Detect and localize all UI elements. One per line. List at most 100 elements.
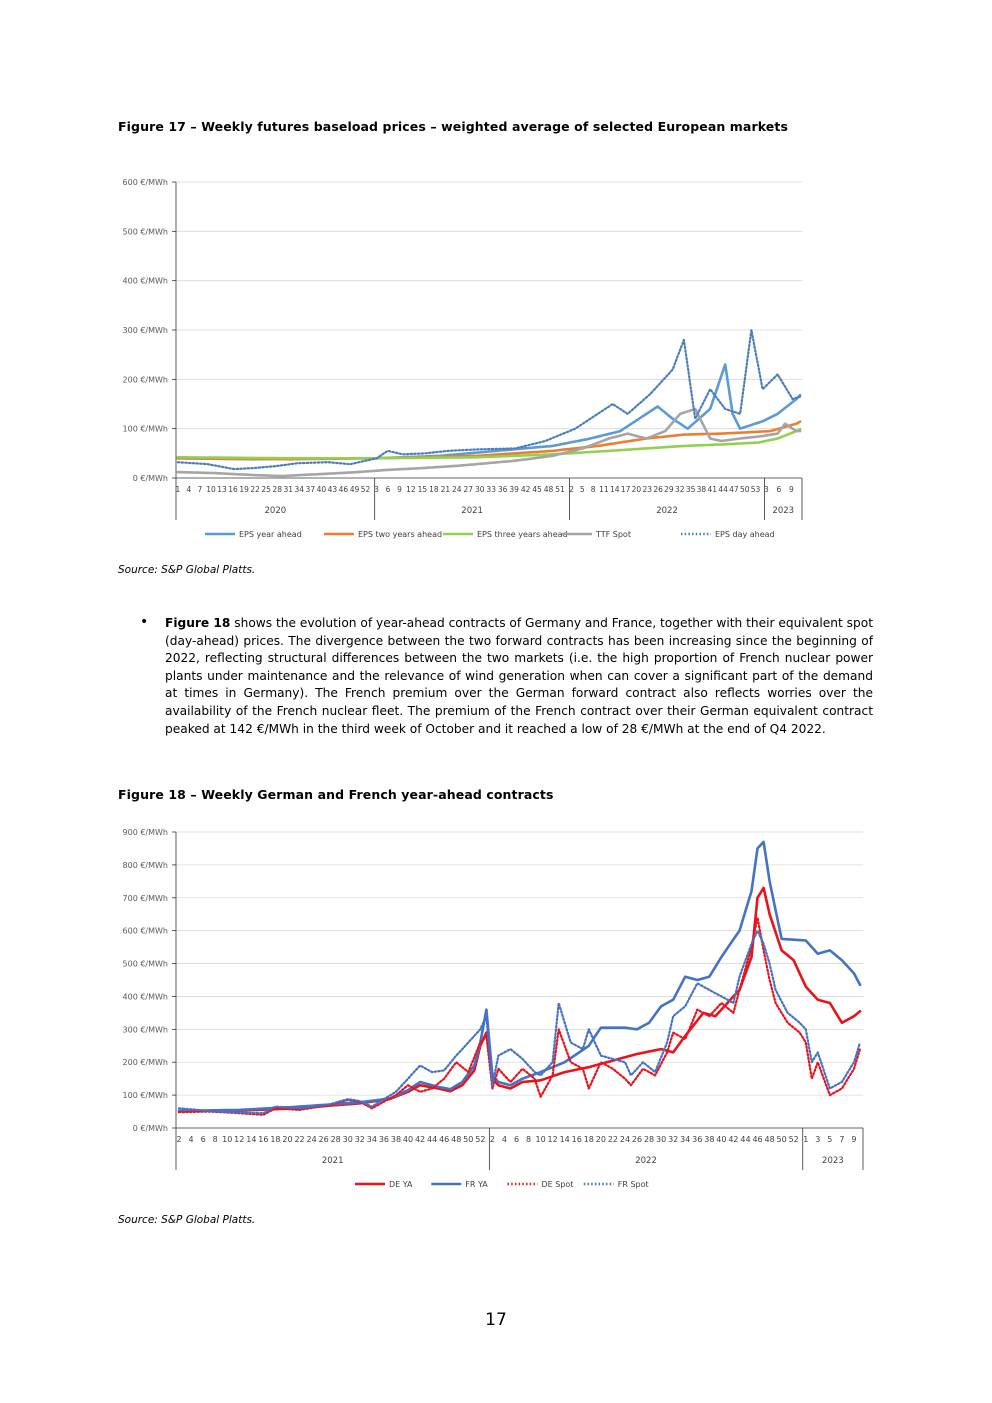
x-tick-label: 31	[283, 485, 293, 494]
x-tick-label: 33	[486, 485, 496, 494]
y-tick-label: 0 €/MWh	[133, 474, 168, 483]
paragraph-bold-lead: Figure 18	[165, 616, 231, 630]
x-tick-label: 40	[317, 485, 327, 494]
x-tick-label: 32	[668, 1135, 678, 1144]
x-tick-label: 48	[764, 1135, 774, 1144]
x-tick-label: 5	[580, 485, 585, 494]
x-tick-label: 2	[176, 1135, 181, 1144]
x-tick-label: 6	[201, 1135, 206, 1144]
x-tick-label: 16	[258, 1135, 268, 1144]
y-tick-label: 600 €/MWh	[123, 927, 168, 936]
series-line-de-spot	[177, 916, 862, 1116]
x-tick-label: 24	[620, 1135, 630, 1144]
x-tick-label: 48	[544, 485, 554, 494]
x-tick-label: 1	[175, 485, 180, 494]
x-tick-label: 41	[707, 485, 717, 494]
year-label: 2023	[772, 506, 794, 516]
legend-label: EPS two years ahead	[358, 530, 442, 539]
x-tick-label: 34	[295, 485, 305, 494]
x-tick-label: 3	[764, 485, 769, 494]
x-tick-label: 20	[632, 485, 642, 494]
x-tick-label: 40	[403, 1135, 413, 1144]
legend-label: EPS day ahead	[715, 530, 775, 539]
series-line-de-ya	[177, 886, 862, 1113]
y-tick-label: 900 €/MWh	[123, 828, 168, 837]
year-label: 2022	[656, 506, 678, 516]
x-tick-label: 9	[397, 485, 402, 494]
x-tick-label: 38	[697, 485, 707, 494]
x-tick-label: 21	[441, 485, 451, 494]
x-tick-label: 32	[675, 485, 685, 494]
x-tick-label: 8	[526, 1135, 531, 1144]
x-tick-label: 50	[463, 1135, 473, 1144]
x-tick-label: 28	[331, 1135, 341, 1144]
x-tick-label: 28	[272, 485, 282, 494]
x-tick-label: 1	[803, 1135, 808, 1144]
x-tick-label: 49	[350, 485, 360, 494]
x-tick-label: 7	[839, 1135, 844, 1144]
x-tick-label: 11	[599, 485, 609, 494]
x-tick-label: 52	[475, 1135, 485, 1144]
x-tick-label: 45	[532, 485, 542, 494]
x-tick-label: 42	[521, 485, 531, 494]
x-tick-label: 13	[217, 485, 227, 494]
legend-label: FR YA	[465, 1180, 488, 1189]
chart-weekly-futures: 0 €/MWh 100 €/MWh 200 €/MWh 300 €/MWh 400 €/…	[123, 178, 803, 539]
x-tick-label: 30	[656, 1135, 666, 1144]
figure-18-title: Figure 18 – Weekly German and French yea…	[118, 787, 554, 802]
chart-german-french-ya: 0 €/MWh 100 €/MWh 200 €/MWh 300 €/MWh 400 €/…	[123, 828, 864, 1189]
x-tick-label: 52	[361, 485, 371, 494]
y-tick-label: 700 €/MWh	[123, 894, 168, 903]
x-tick-label: 6	[514, 1135, 519, 1144]
x-tick-label: 18	[270, 1135, 280, 1144]
body-paragraph: Figure 18 shows the evolution of year-ah…	[165, 615, 873, 738]
x-tick-label: 50	[777, 1135, 787, 1144]
x-tick-label: 40	[716, 1135, 726, 1144]
x-tick-label: 51	[555, 485, 565, 494]
x-tick-label: 19	[239, 485, 249, 494]
x-tick-label: 18	[584, 1135, 594, 1144]
x-tick-label: 39	[509, 485, 519, 494]
x-tick-label: 42	[415, 1135, 425, 1144]
x-tick-label: 7	[198, 485, 203, 494]
x-tick-label: 14	[560, 1135, 570, 1144]
x-tick-label: 36	[498, 485, 508, 494]
y-tick-label: 200 €/MWh	[123, 1058, 168, 1067]
y-tick-label: 800 €/MWh	[123, 861, 168, 870]
figure-17-title: Figure 17 – Weekly futures baseload pric…	[118, 119, 789, 134]
x-tick-label: 15	[418, 485, 428, 494]
x-tick-label: 48	[451, 1135, 461, 1144]
year-label: 2021	[461, 506, 483, 516]
legend-label: EPS year ahead	[239, 530, 302, 539]
legend-label: DE YA	[389, 1180, 413, 1189]
year-label: 2021	[322, 1156, 344, 1166]
series-line-eps-day-ahead	[176, 328, 802, 471]
series-line-eps-three-years-ahead	[176, 427, 802, 460]
legend-label: TTF Spot	[595, 530, 631, 539]
x-tick-label: 14	[610, 485, 620, 494]
series-line-fr-ya	[177, 840, 862, 1113]
x-tick-label: 44	[427, 1135, 437, 1144]
x-tick-label: 47	[729, 485, 739, 494]
x-tick-label: 27	[463, 485, 473, 494]
x-tick-label: 38	[704, 1135, 714, 1144]
y-tick-label: 0 €/MWh	[133, 1124, 168, 1133]
x-tick-label: 4	[502, 1135, 507, 1144]
x-tick-label: 2	[490, 1135, 495, 1144]
x-tick-label: 4	[189, 1135, 194, 1144]
x-tick-label: 46	[439, 1135, 449, 1144]
x-tick-label: 8	[591, 485, 596, 494]
x-tick-label: 26	[653, 485, 663, 494]
x-tick-label: 32	[355, 1135, 365, 1144]
x-tick-label: 23	[642, 485, 652, 494]
x-tick-label: 12	[548, 1135, 558, 1144]
x-tick-label: 6	[776, 485, 781, 494]
x-tick-label: 34	[680, 1135, 690, 1144]
x-tick-label: 12	[234, 1135, 244, 1144]
x-tick-label: 28	[644, 1135, 654, 1144]
x-tick-label: 4	[187, 485, 192, 494]
x-tick-label: 30	[343, 1135, 353, 1144]
x-tick-label: 44	[718, 485, 728, 494]
y-tick-label: 600 €/MWh	[123, 178, 168, 187]
x-tick-label: 22	[250, 485, 260, 494]
